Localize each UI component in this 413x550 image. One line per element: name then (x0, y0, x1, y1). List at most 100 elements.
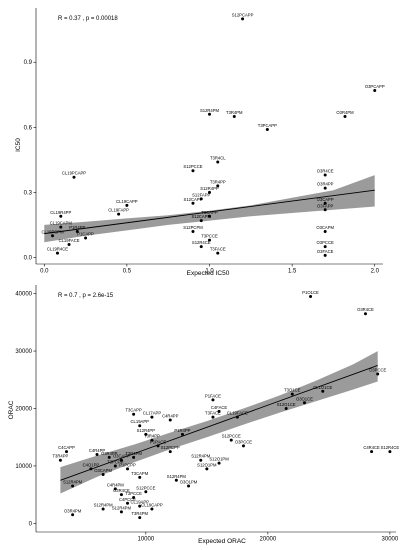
ic50-regression-line (44, 189, 375, 235)
ic50-point-label: CL19CAPP (116, 199, 138, 204)
ic50-point-label: CL19PCPM (41, 229, 64, 234)
orac-point-label: P1R4PP (174, 428, 190, 433)
orac-data-point (321, 389, 325, 393)
orac-point-label: O3R4CE (357, 307, 374, 312)
orac-x-axis-label: Expected ORAC (198, 538, 246, 545)
orac-point-label: S12O1PM (209, 457, 229, 462)
orac-point-label: O3CAPM (94, 468, 112, 473)
ic50-data-point (208, 238, 211, 242)
ic50-point-label: O3PCAPP (365, 84, 385, 89)
ic50-data-point (373, 88, 377, 92)
orac-point-label: C4R4PP (162, 413, 178, 418)
orac-point-label: C4PCCE (119, 497, 136, 502)
ic50-data-point (323, 186, 327, 190)
orac-data-point (132, 496, 136, 500)
ic50-data-point (191, 201, 195, 205)
ic50-confidence-band (44, 175, 375, 243)
orac-data-point (376, 372, 380, 376)
ic50-data-point (323, 229, 327, 233)
ic50-point-label: O3R4PM (336, 110, 354, 115)
ic50-data-point (59, 214, 63, 218)
ic50-point-label: P1CAPP (77, 231, 94, 236)
ic50-data-point (241, 17, 245, 21)
orac-data-point (144, 432, 148, 436)
orac-data-point (107, 455, 111, 459)
ic50-point-label: S12CAPP (184, 197, 203, 202)
orac-point-label: S12PCCE (222, 434, 241, 439)
orac-point-label: T3R4PP (52, 454, 68, 459)
orac-data-point (150, 438, 154, 442)
orac-data-point (370, 450, 374, 454)
orac-point-label: T3R4PM (125, 451, 142, 456)
orac-data-point (211, 398, 215, 402)
orac-point-label: S12R4PM (167, 474, 187, 479)
orac-point-label: CL19APP (131, 419, 150, 424)
orac-point-label: T3PCPP (107, 459, 123, 464)
ic50-data-point (191, 229, 195, 233)
orac-data-point (71, 484, 75, 488)
ic50-data-point (72, 175, 76, 179)
orac-y-tick-label: 40000 (15, 292, 32, 298)
orac-data-point (150, 415, 154, 419)
ic50-point-label: CL19CAPM (50, 221, 73, 226)
ic50-data-point (125, 203, 129, 207)
ic50-data-point (191, 169, 195, 173)
ic50-data-point (216, 160, 220, 164)
orac-point-label: S12R4PM (94, 503, 114, 508)
ic50-point-label: O3CAPP (317, 197, 334, 202)
orac-y-tick-label: 20000 (15, 407, 32, 413)
orac-point-label: O3PCCE (369, 368, 386, 373)
ic50-x-tick-label: 0.5 (123, 269, 132, 275)
ic50-point-label: P1R4PP (69, 225, 85, 230)
ic50-data-point (265, 127, 269, 131)
ic50-point-label: CL19FAPP (108, 208, 129, 213)
orac-data-point (217, 461, 221, 465)
orac-point-label: O3O1CE (296, 396, 313, 401)
orac-data-point (95, 452, 99, 456)
ic50-point-label: CL19FACE (59, 238, 80, 243)
orac-point-label: CL19FACE (227, 411, 248, 416)
orac-point-label: O3O1PM (180, 480, 198, 485)
ic50-x-tick-label: 1.0 (205, 269, 214, 275)
orac-point-label: S12R4PM (63, 480, 83, 485)
orac-confidence-band (60, 351, 378, 494)
ic50-point-label: T3R4CL (210, 156, 226, 161)
orac-data-point (156, 444, 160, 448)
orac-data-point (89, 467, 93, 471)
orac-data-point (65, 450, 69, 454)
orac-point-label: P1FACE (205, 393, 221, 398)
orac-data-point (168, 450, 172, 454)
orac-point-label: C4R4CE (363, 445, 380, 450)
orac-point-label: O3PCCE (235, 439, 252, 444)
orac-x-tick-label: 30000 (382, 537, 399, 543)
orac-point-label: O3R4CE (113, 488, 130, 493)
ic50-x-tick-label: 0.0 (40, 269, 49, 275)
ic50-data-point (323, 201, 327, 205)
orac-stat-text: R = 0.7 , p = 2.6e-15 (58, 293, 114, 299)
orac-data-point (113, 464, 117, 468)
ic50-point-label: T3CAPP (201, 210, 217, 215)
ic50-point-label: T3PCCE (201, 234, 218, 239)
orac-x-tick-label: 20000 (260, 537, 277, 543)
ic50-point-label: O3FACE (317, 249, 334, 254)
orac-data-point (168, 418, 172, 422)
ic50-point-label: S12R4CE (192, 240, 211, 245)
orac-x-tick-label: 10000 (137, 537, 154, 543)
orac-point-label: T3R4PP (144, 434, 160, 439)
ic50-data-point (323, 253, 327, 257)
orac-data-point (205, 467, 209, 471)
ic50-data-point (208, 112, 211, 116)
orac-point-label: CL19CAPP (141, 503, 163, 508)
orac-data-point (302, 401, 306, 405)
orac-data-point (229, 438, 233, 442)
ic50-data-point (59, 225, 63, 229)
orac-regression-line (60, 364, 378, 481)
ic50-data-point (216, 184, 220, 188)
ic50-point-label: T3FACE (210, 247, 226, 252)
ic50-scatter-panel: R = 0.37 , p = 0.00018 Expected IC50 IC5… (15, 8, 385, 277)
orac-data-point (388, 450, 392, 454)
ic50-data-point (323, 173, 327, 177)
ic50-point-label: S12PCCE (183, 164, 202, 169)
orac-data-point (199, 458, 203, 462)
ic50-data-point (208, 190, 211, 194)
